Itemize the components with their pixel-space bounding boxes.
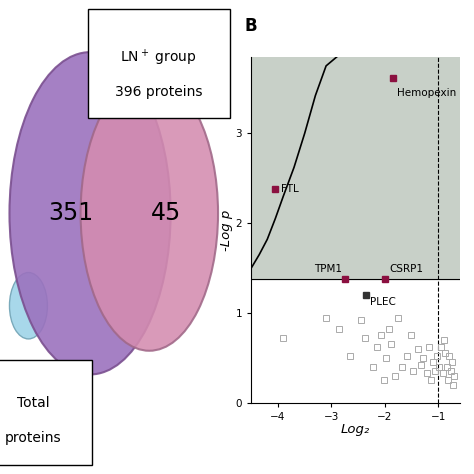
FancyBboxPatch shape: [0, 360, 92, 465]
Text: B: B: [244, 17, 257, 35]
Text: Total: Total: [17, 396, 49, 410]
Ellipse shape: [9, 273, 47, 339]
Ellipse shape: [9, 52, 171, 374]
Text: 351: 351: [48, 201, 94, 225]
X-axis label: Log₂: Log₂: [341, 423, 370, 436]
Text: TPM1: TPM1: [314, 264, 342, 274]
Text: 396 proteins: 396 proteins: [115, 85, 202, 100]
Bar: [251, 57, 460, 279]
Y-axis label: -Log p: -Log p: [220, 209, 233, 251]
Text: FTL: FTL: [281, 184, 298, 194]
Text: LN$^+$ group: LN$^+$ group: [120, 48, 197, 68]
Ellipse shape: [81, 76, 218, 351]
Text: 45: 45: [151, 201, 181, 225]
Text: proteins: proteins: [5, 431, 62, 446]
FancyBboxPatch shape: [88, 9, 230, 119]
Text: PLEC: PLEC: [371, 297, 396, 307]
Text: CSRP1: CSRP1: [389, 264, 423, 274]
Text: Hemopexin: Hemopexin: [397, 88, 456, 98]
